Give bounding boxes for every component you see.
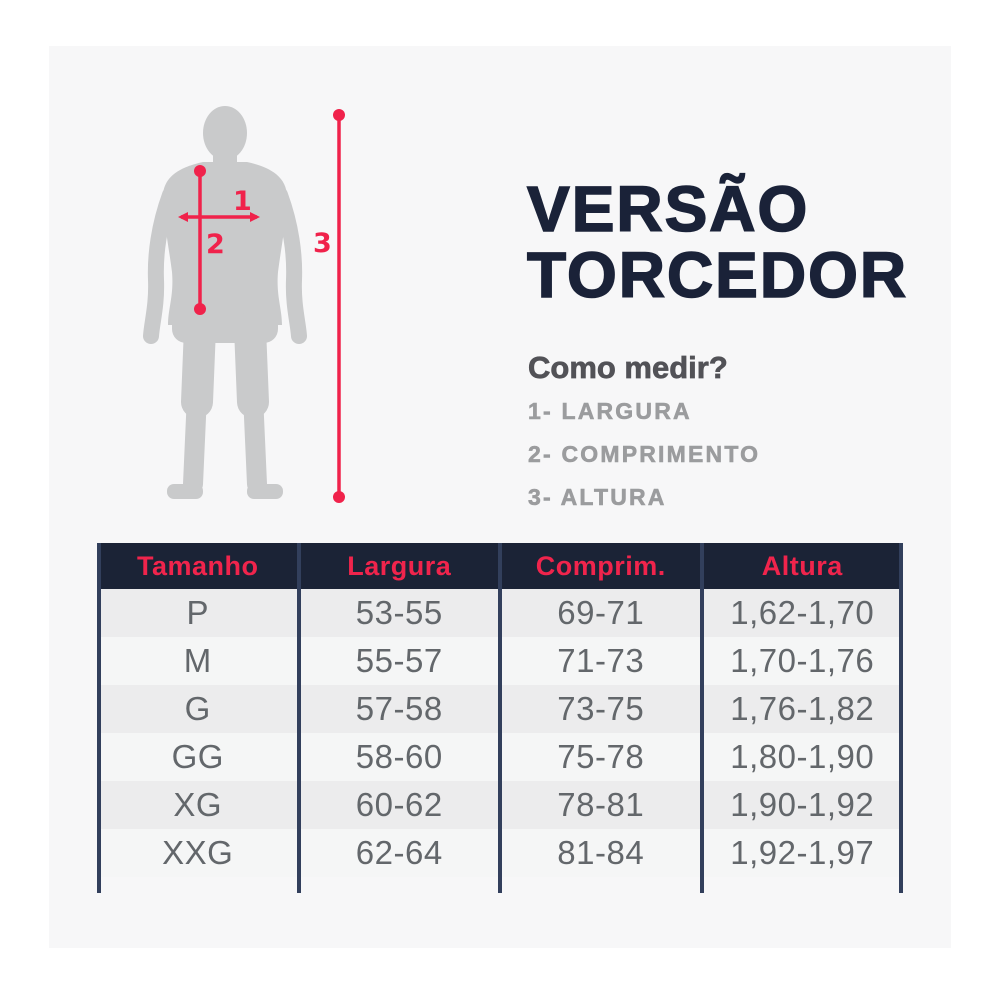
length-measure-line	[194, 165, 206, 315]
page-title: VERSÃO TORCEDOR	[526, 173, 909, 311]
cell-comprim: 73-75	[557, 690, 645, 727]
header-comprim: Comprim.	[535, 550, 666, 581]
how-to-item-largura: 1- LARGURA	[528, 398, 692, 424]
header-altura: Altura	[761, 550, 843, 581]
cell-comprim: 69-71	[557, 594, 645, 631]
cell-largura: 62-64	[355, 834, 443, 871]
table-border-col1	[296, 543, 301, 893]
measurement-marks: 1 2 3	[178, 109, 345, 503]
cell-altura: 1,80-1,90	[730, 738, 875, 775]
cell-altura: 1,62-1,70	[730, 594, 875, 631]
table-border-right	[899, 543, 903, 893]
how-to-item-comprimento: 2- COMPRIMENTO	[528, 441, 761, 467]
cell-largura: 53-55	[355, 594, 443, 631]
cell-altura: 1,90-1,92	[730, 786, 875, 823]
width-measure-line	[178, 212, 260, 222]
cell-size: M	[183, 642, 212, 679]
mark-label-1: 1	[233, 186, 252, 217]
mark-label-3: 3	[313, 228, 332, 259]
measurement-diagram: 1 2 3	[143, 106, 345, 503]
cell-size: XXG	[162, 834, 234, 871]
height-measure-line	[333, 109, 345, 503]
page-title-line2: TORCEDOR	[526, 239, 909, 311]
table-border-col3	[699, 543, 704, 893]
header-tamanho: Tamanho	[136, 550, 259, 581]
cell-comprim: 78-81	[557, 786, 645, 823]
page-title-line1: VERSÃO	[526, 173, 810, 245]
table-border-left	[97, 543, 101, 893]
cell-largura: 60-62	[355, 786, 443, 823]
cell-comprim: 71-73	[557, 642, 645, 679]
cell-largura: 57-58	[355, 690, 443, 727]
cell-largura: 55-57	[355, 642, 443, 679]
cell-altura: 1,92-1,97	[730, 834, 875, 871]
cell-altura: 1,70-1,76	[730, 642, 875, 679]
cell-altura: 1,76-1,82	[730, 690, 875, 727]
how-to-measure-heading: Como medir?	[528, 350, 728, 386]
cell-size: XG	[173, 786, 223, 823]
how-to-measure-list: 1- LARGURA 2- COMPRIMENTO 3- ALTURA	[528, 398, 761, 510]
size-table: Tamanho Largura Comprim. Altura P 53-55 …	[97, 543, 903, 893]
cell-largura: 58-60	[355, 738, 443, 775]
cell-comprim: 81-84	[557, 834, 645, 871]
table-border-col2	[498, 543, 502, 893]
cell-size: GG	[171, 738, 224, 775]
cell-size: G	[184, 690, 211, 727]
header-largura: Largura	[347, 550, 452, 581]
how-to-item-altura: 3- ALTURA	[528, 484, 667, 510]
mark-label-2: 2	[206, 229, 225, 260]
cell-comprim: 75-78	[557, 738, 645, 775]
person-silhouette-icon	[143, 106, 307, 499]
cell-size: P	[186, 594, 209, 631]
